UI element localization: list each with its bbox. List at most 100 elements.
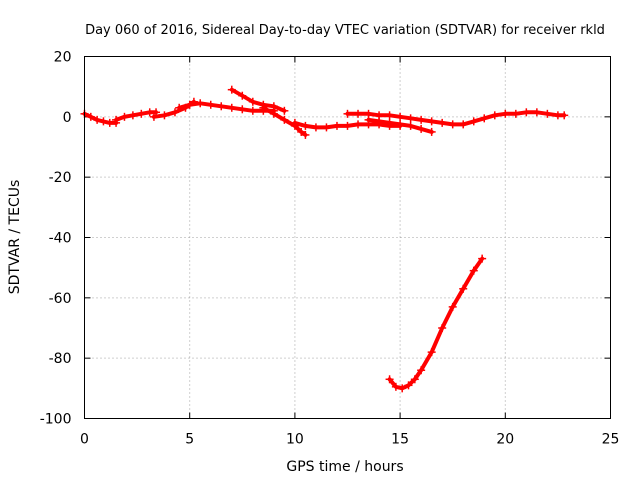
data-point xyxy=(532,108,541,117)
x-tick-label: 25 xyxy=(602,432,620,448)
data-point xyxy=(269,102,278,111)
series-arc-j xyxy=(385,254,487,393)
data-point xyxy=(248,97,257,106)
y-axis-title: SDTVAR / TECUs xyxy=(7,180,23,295)
data-point xyxy=(112,115,121,124)
data-point xyxy=(332,121,341,130)
data-point xyxy=(354,120,363,129)
series-arc-g xyxy=(290,118,405,132)
data-point xyxy=(438,324,447,332)
data-point xyxy=(290,118,299,127)
data-point xyxy=(490,111,499,120)
data-point xyxy=(170,108,179,117)
series-arc-i xyxy=(364,115,436,136)
y-tick-label: -60 xyxy=(49,291,72,307)
data-point xyxy=(248,106,257,115)
data-point xyxy=(269,109,278,118)
data-point xyxy=(459,284,468,293)
x-tick-label: 0 xyxy=(80,432,89,448)
data-point xyxy=(99,117,108,126)
data-point xyxy=(427,117,436,126)
data-point xyxy=(238,91,247,100)
data-point xyxy=(227,85,236,94)
data-point xyxy=(501,109,510,118)
data-point xyxy=(120,112,129,121)
data-point xyxy=(480,114,489,123)
y-tick-label: 0 xyxy=(63,110,72,126)
data-point xyxy=(343,109,352,118)
data-point xyxy=(364,115,373,124)
data-point xyxy=(522,108,531,117)
series-arc-h xyxy=(343,108,569,129)
series-line xyxy=(177,101,276,113)
y-tick-labels: -100 -80 -60 -40 -20 0 20 xyxy=(40,50,72,428)
data-series xyxy=(80,85,569,393)
y-tick-label: -40 xyxy=(49,231,72,247)
series-line xyxy=(229,87,287,113)
data-point xyxy=(410,375,419,384)
data-point xyxy=(560,111,569,120)
data-point xyxy=(343,121,352,130)
data-point xyxy=(301,130,310,139)
chart-title: Day 060 of 2016, Sidereal Day-to-day VTE… xyxy=(85,23,605,38)
data-point xyxy=(86,112,95,121)
data-point xyxy=(404,381,413,390)
data-point xyxy=(385,375,394,384)
data-point xyxy=(396,112,405,121)
data-point xyxy=(459,120,468,129)
data-point xyxy=(160,111,169,120)
data-point xyxy=(385,118,394,127)
data-point xyxy=(406,121,415,130)
series-arc-c xyxy=(149,97,198,121)
y-tick-label: -80 xyxy=(49,351,72,367)
x-tick-label: 10 xyxy=(286,432,304,448)
data-point xyxy=(448,302,457,311)
data-point xyxy=(311,123,320,132)
data-point xyxy=(406,114,415,123)
data-point xyxy=(417,124,426,133)
series-line xyxy=(345,110,567,127)
x-tick-labels: 0 5 10 15 20 25 xyxy=(80,432,619,448)
data-point xyxy=(448,120,457,129)
data-point xyxy=(427,127,436,136)
data-point xyxy=(375,117,384,126)
x-tick-label: 5 xyxy=(185,432,194,448)
data-point xyxy=(280,106,289,115)
series-line xyxy=(387,256,485,391)
data-point xyxy=(417,366,426,375)
series-arc-f xyxy=(259,103,310,139)
plot-frame xyxy=(84,56,611,419)
series-arc-b xyxy=(112,108,161,124)
series-arc-a xyxy=(80,109,121,127)
data-point xyxy=(227,103,236,112)
data-point xyxy=(301,121,310,130)
data-point xyxy=(297,127,306,136)
data-point xyxy=(398,384,407,393)
data-point xyxy=(469,117,478,126)
data-point xyxy=(128,111,137,120)
data-point xyxy=(438,118,447,127)
data-point xyxy=(469,266,478,275)
data-point xyxy=(137,109,146,118)
data-point xyxy=(185,100,194,109)
x-tick-label: 20 xyxy=(496,432,514,448)
data-point xyxy=(478,254,487,263)
data-point xyxy=(391,382,400,391)
data-point xyxy=(543,109,552,118)
data-point xyxy=(206,100,215,109)
data-point xyxy=(322,123,331,132)
data-point xyxy=(396,120,405,129)
data-point xyxy=(93,115,102,124)
data-point xyxy=(511,109,520,118)
data-point xyxy=(238,105,247,114)
x-tick-label: 15 xyxy=(391,432,409,448)
data-point xyxy=(149,112,158,121)
data-point xyxy=(196,99,205,108)
data-point xyxy=(217,102,226,111)
y-tick-label: 20 xyxy=(54,50,72,66)
y-tick-label: -20 xyxy=(49,170,72,186)
data-point xyxy=(385,111,394,120)
data-point xyxy=(417,115,426,124)
y-tick-label: -100 xyxy=(40,412,72,428)
